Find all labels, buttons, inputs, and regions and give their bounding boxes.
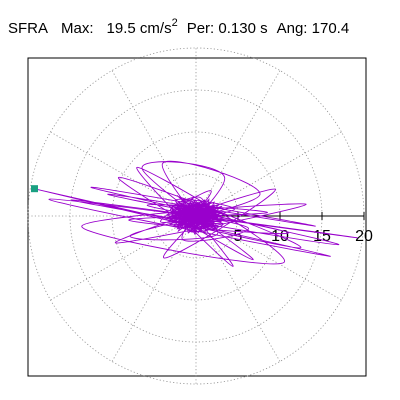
max-value: 19.5 (106, 20, 136, 37)
ang-value: 170.4 (311, 20, 350, 37)
max-unit-exponent: 2 (171, 17, 178, 29)
motion-trace-group (34, 160, 358, 267)
grid-spoke (50, 131, 197, 217)
per-value: 0.130 s (218, 20, 268, 37)
max-unit: cm/s (139, 20, 172, 37)
grid-spoke (111, 215, 197, 362)
peak-marker-group (30, 185, 38, 193)
grid-spoke (195, 215, 281, 362)
ang-label: Ang: (276, 20, 308, 37)
plot-frame (27, 57, 367, 377)
component-label: SFRA (8, 20, 49, 37)
grid-spoke (195, 70, 281, 217)
grid-spoke (50, 215, 197, 301)
grid-spoke (111, 70, 197, 217)
chart-header: SFRA Max: 19.5 cm/s2 Per: 0.130 s Ang: 170.4 (8, 12, 350, 37)
per-label: Per: (186, 20, 215, 37)
motion-trace-core (165, 197, 227, 236)
peak-marker (30, 185, 38, 193)
radial-tick-label: 20 (355, 228, 373, 245)
max-label: Max: (61, 20, 94, 37)
grid-spoke (195, 131, 342, 217)
